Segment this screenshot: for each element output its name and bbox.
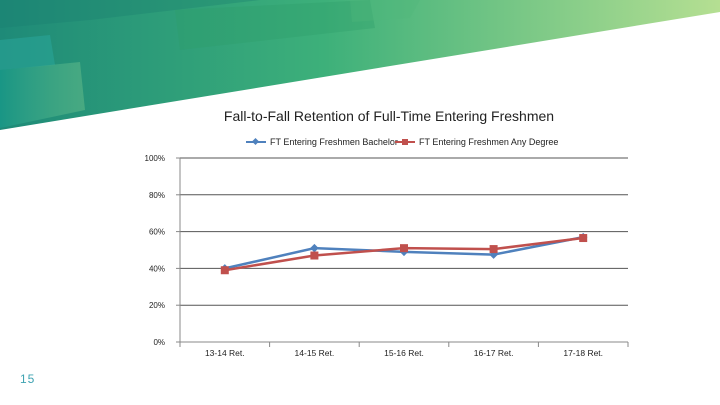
x-tick-label: 16-17 Ret. [474,348,514,358]
x-tick-label: 17-18 Ret. [563,348,603,358]
chart-title: Fall-to-Fall Retention of Full-Time Ente… [224,108,554,124]
data-point-any-degree [489,245,498,254]
y-tick-label: 20% [149,301,165,310]
slide-number: 15 [20,372,36,386]
legend-label-any-degree: FT Entering Freshmen Any Degree [419,137,558,147]
legend-marker-bachelor [251,137,260,146]
legend-label-bachelor: FT Entering Freshmen Bachelor [270,137,398,147]
y-tick-label: 0% [153,338,165,347]
y-tick-label: 80% [149,191,165,200]
data-point-any-degree [579,234,588,243]
legend: FT Entering Freshmen Bachelor FT Enterin… [246,137,558,147]
x-axis-ticks: 13-14 Ret. 14-15 Ret. 15-16 Ret. 16-17 Ret.… [179,342,629,358]
y-tick-label: 40% [149,264,165,273]
gridlines [180,157,628,306]
y-tick-label: 100% [145,154,165,163]
series-group [220,232,588,275]
header-banner [0,0,720,130]
y-axis-ticks: 0% 20% 40% 60% 80% 100% [145,154,180,347]
data-point-any-degree [310,251,319,260]
data-point-any-degree [400,244,408,253]
data-point-bachelor [310,243,319,253]
x-tick-label: 14-15 Ret. [295,348,335,358]
y-tick-label: 60% [149,228,165,237]
x-tick-label: 13-14 Ret. [205,348,245,358]
x-tick-label: 15-16 Ret. [384,348,424,358]
legend-marker-any-degree [402,139,408,145]
data-point-any-degree [220,266,229,275]
